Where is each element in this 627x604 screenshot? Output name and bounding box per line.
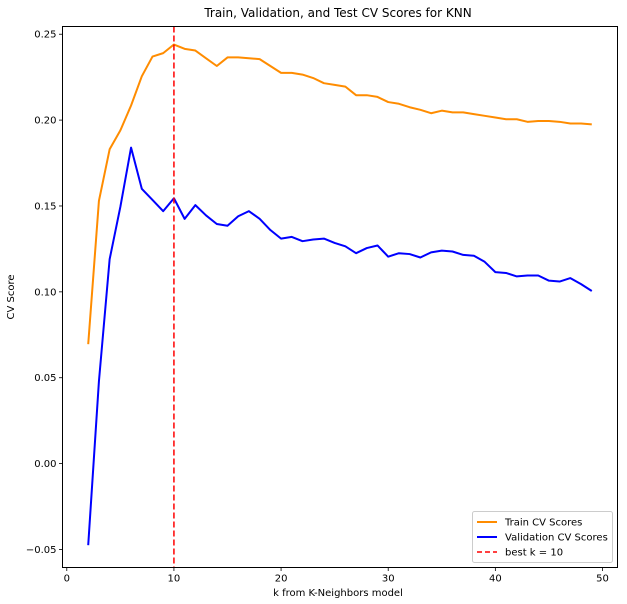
legend-label-train: Train CV Scores	[504, 518, 582, 529]
y-tick-label: 0.25	[34, 30, 56, 41]
y-tick-label: 0.00	[34, 459, 56, 470]
legend-label-validation: Validation CV Scores	[505, 533, 608, 544]
series-line-train	[87, 43, 592, 345]
y-tick-label: 0.05	[34, 373, 56, 384]
x-axis-label: k from K-Neighbors model	[273, 588, 403, 599]
x-tick-label: 20	[275, 574, 288, 585]
x-tick-label: 10	[168, 574, 181, 585]
x-tick-label: 40	[489, 574, 502, 585]
axis-ticks: 0 10 20 30 40 50 −0.05 0.00 0.05 0.10 0.15 0.20 0.25	[26, 30, 609, 585]
y-tick-label: −0.05	[26, 545, 57, 556]
y-axis-label: CV Score	[6, 274, 17, 319]
axes-frame	[62, 26, 618, 568]
series-line-validation	[87, 146, 593, 546]
legend-label-best-k: best k = 10	[505, 548, 563, 559]
plot-area	[87, 26, 593, 568]
y-tick-label: 0.15	[34, 201, 56, 212]
legend: Train CV Scores Validation CV Scores bes…	[472, 511, 613, 563]
chart-title: Train, Validation, and Test CV Scores fo…	[203, 6, 471, 20]
y-tick-label: 0.10	[34, 287, 56, 298]
y-tick-label: 0.20	[34, 116, 56, 127]
x-tick-label: 0	[64, 574, 70, 585]
legend-box	[472, 511, 613, 563]
x-tick-label: 50	[596, 574, 609, 585]
x-tick-label: 30	[382, 574, 395, 585]
